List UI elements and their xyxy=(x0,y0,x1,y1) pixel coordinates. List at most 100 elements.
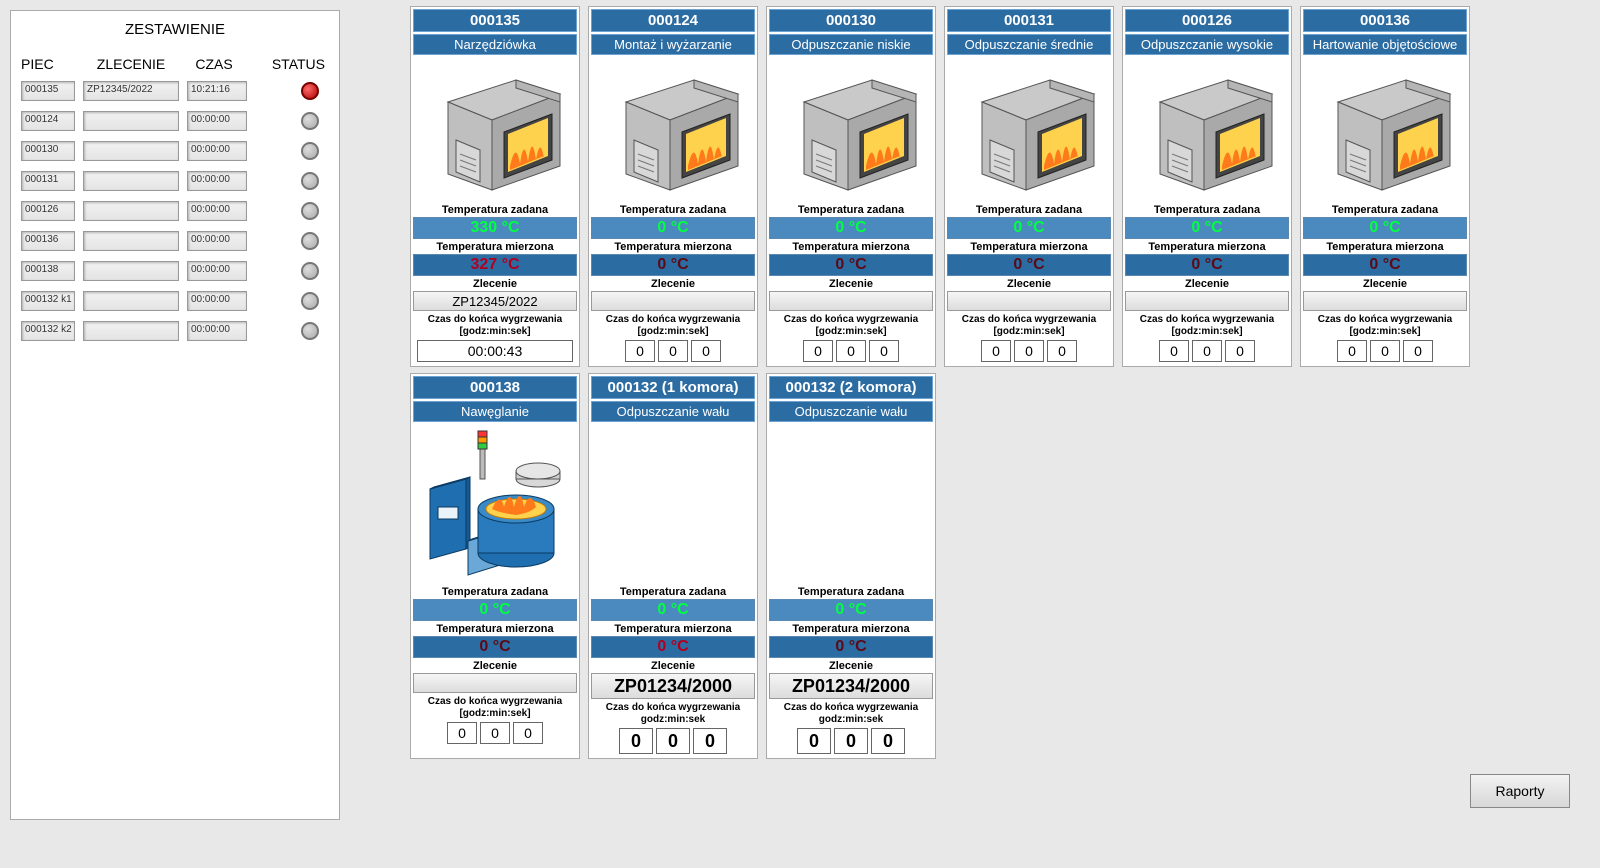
summary-row: 000131 00:00:00 xyxy=(21,166,329,196)
label-temp-meas: Temperatura mierzona xyxy=(411,621,579,636)
label-order: Zlecenie xyxy=(945,276,1113,291)
temp-set-value: 0 °C xyxy=(1369,219,1400,237)
label-temp-set: Temperatura zadana xyxy=(589,584,757,599)
summary-cell-zlecenie xyxy=(83,201,179,221)
summary-header-piec: PIEC xyxy=(21,56,83,72)
temp-meas-bar: 0 °C xyxy=(947,254,1111,276)
remain-s: 0 xyxy=(1225,340,1255,362)
furnace-card[interactable]: 000130 Odpuszczanie niskie Temperatura z… xyxy=(766,6,936,367)
label-remain: Czas do końca wygrzewania [godz:min:sek] xyxy=(767,311,935,340)
temp-set-value: 0 °C xyxy=(657,219,688,237)
furnace-name: Odpuszczanie wału xyxy=(591,401,755,422)
remain-s: 0 xyxy=(513,722,543,744)
furnace-card[interactable]: 000132 (1 komora) Odpuszczanie wału Temp… xyxy=(588,373,758,759)
furnace-card[interactable]: 000124 Montaż i wyżarzanie Temperatura z… xyxy=(588,6,758,367)
temp-meas-value: 0 °C xyxy=(657,638,688,656)
furnace-name: Odpuszczanie niskie xyxy=(769,34,933,55)
summary-cell-piec: 000138 xyxy=(21,261,75,281)
furnace-id: 000131 xyxy=(947,9,1111,32)
summary-cell-czas: 00:00:00 xyxy=(187,321,247,341)
temp-meas-value: 0 °C xyxy=(835,638,866,656)
furnace-icon xyxy=(411,57,579,202)
remain-m: 0 xyxy=(834,728,868,754)
furnace-id: 000124 xyxy=(591,9,755,32)
order-value xyxy=(769,291,933,311)
summary-cell-zlecenie xyxy=(83,231,179,251)
order-value xyxy=(1125,291,1289,311)
temp-meas-value: 327 °C xyxy=(470,256,519,274)
furnace-name: Odpuszczanie wału xyxy=(769,401,933,422)
summary-row: 000136 00:00:00 xyxy=(21,226,329,256)
temp-meas-bar: 0 °C xyxy=(413,636,577,658)
summary-cell-zlecenie xyxy=(83,321,179,341)
summary-cell-czas: 00:00:00 xyxy=(187,141,247,161)
furnace-card[interactable]: 000131 Odpuszczanie średnie Temperatura … xyxy=(944,6,1114,367)
status-indicator xyxy=(301,202,319,220)
order-value xyxy=(591,291,755,311)
temp-set-value: 0 °C xyxy=(1191,219,1222,237)
temp-meas-bar: 0 °C xyxy=(769,636,933,658)
remain-h: 0 xyxy=(981,340,1011,362)
furnace-card[interactable]: 000136 Hartowanie objętościowe Temperatu… xyxy=(1300,6,1470,367)
remain-m: 0 xyxy=(836,340,866,362)
remain-s: 0 xyxy=(691,340,721,362)
label-remain: Czas do końca wygrzewania [godz:min:sek] xyxy=(411,693,579,722)
remain-h: 0 xyxy=(447,722,477,744)
furnace-id: 000138 xyxy=(413,376,577,399)
furnace-card[interactable]: 000135 Narzędziówka Temperatura zadana 3… xyxy=(410,6,580,367)
label-temp-meas: Temperatura mierzona xyxy=(1301,239,1469,254)
label-temp-set: Temperatura zadana xyxy=(945,202,1113,217)
summary-cell-piec: 000130 xyxy=(21,141,75,161)
label-temp-set: Temperatura zadana xyxy=(411,202,579,217)
label-temp-set: Temperatura zadana xyxy=(1123,202,1291,217)
remain-value: 0 0 0 xyxy=(773,340,929,362)
temp-set-value: 0 °C xyxy=(1013,219,1044,237)
order-value xyxy=(413,673,577,693)
status-indicator xyxy=(301,322,319,340)
furnace-card[interactable]: 000126 Odpuszczanie wysokie Temperatura … xyxy=(1122,6,1292,367)
furnace-id: 000132 (1 komora) xyxy=(591,376,755,399)
summary-headers: PIEC ZLECENIE CZAS STATUS xyxy=(21,56,329,76)
summary-cell-czas: 10:21:16 xyxy=(187,81,247,101)
temp-meas-bar: 0 °C xyxy=(1125,254,1289,276)
remain-m: 0 xyxy=(656,728,690,754)
raporty-button[interactable]: Raporty xyxy=(1470,774,1570,808)
remain-m: 0 xyxy=(1014,340,1044,362)
furnace-name: Montaż i wyżarzanie xyxy=(591,34,755,55)
furnace-card[interactable]: 000138 Nawęglanie Temperatura zadana 0 °… xyxy=(410,373,580,759)
furnace-icon xyxy=(945,57,1113,202)
summary-row: 000124 00:00:00 xyxy=(21,106,329,136)
label-temp-meas: Temperatura mierzona xyxy=(767,621,935,636)
furnace-icon-blank xyxy=(767,424,935,584)
furnace-row-bottom: 000138 Nawęglanie Temperatura zadana 0 °… xyxy=(410,373,1520,759)
label-temp-meas: Temperatura mierzona xyxy=(767,239,935,254)
summary-row: 000126 00:00:00 xyxy=(21,196,329,226)
status-indicator xyxy=(301,292,319,310)
summary-title: ZESTAWIENIE xyxy=(21,17,329,56)
furnace-id: 000136 xyxy=(1303,9,1467,32)
remain-value: 0 0 0 xyxy=(1307,340,1463,362)
furnace-id: 000126 xyxy=(1125,9,1289,32)
remain-h: 0 xyxy=(625,340,655,362)
temp-set-value: 0 °C xyxy=(479,601,510,619)
label-temp-meas: Temperatura mierzona xyxy=(589,239,757,254)
label-remain: Czas do końca wygrzewania [godz:min:sek] xyxy=(1123,311,1291,340)
summary-header-status: STATUS xyxy=(249,56,329,72)
order-value: ZP12345/2022 xyxy=(413,291,577,311)
summary-cell-czas: 00:00:00 xyxy=(187,231,247,251)
label-temp-set: Temperatura zadana xyxy=(767,584,935,599)
temp-meas-bar: 0 °C xyxy=(591,254,755,276)
order-value xyxy=(947,291,1111,311)
temp-meas-value: 0 °C xyxy=(479,638,510,656)
summary-row: 000132 k2 00:00:00 xyxy=(21,316,329,346)
status-indicator xyxy=(301,262,319,280)
furnace-card[interactable]: 000132 (2 komora) Odpuszczanie wału Temp… xyxy=(766,373,936,759)
remain-h: 0 xyxy=(797,728,831,754)
label-temp-meas: Temperatura mierzona xyxy=(1123,239,1291,254)
remain-h: 0 xyxy=(1159,340,1189,362)
summary-header-czas: CZAS xyxy=(179,56,249,72)
temp-set-bar: 0 °C xyxy=(413,599,577,621)
label-temp-meas: Temperatura mierzona xyxy=(945,239,1113,254)
label-order: Zlecenie xyxy=(1123,276,1291,291)
remain-s: 0 xyxy=(1047,340,1077,362)
